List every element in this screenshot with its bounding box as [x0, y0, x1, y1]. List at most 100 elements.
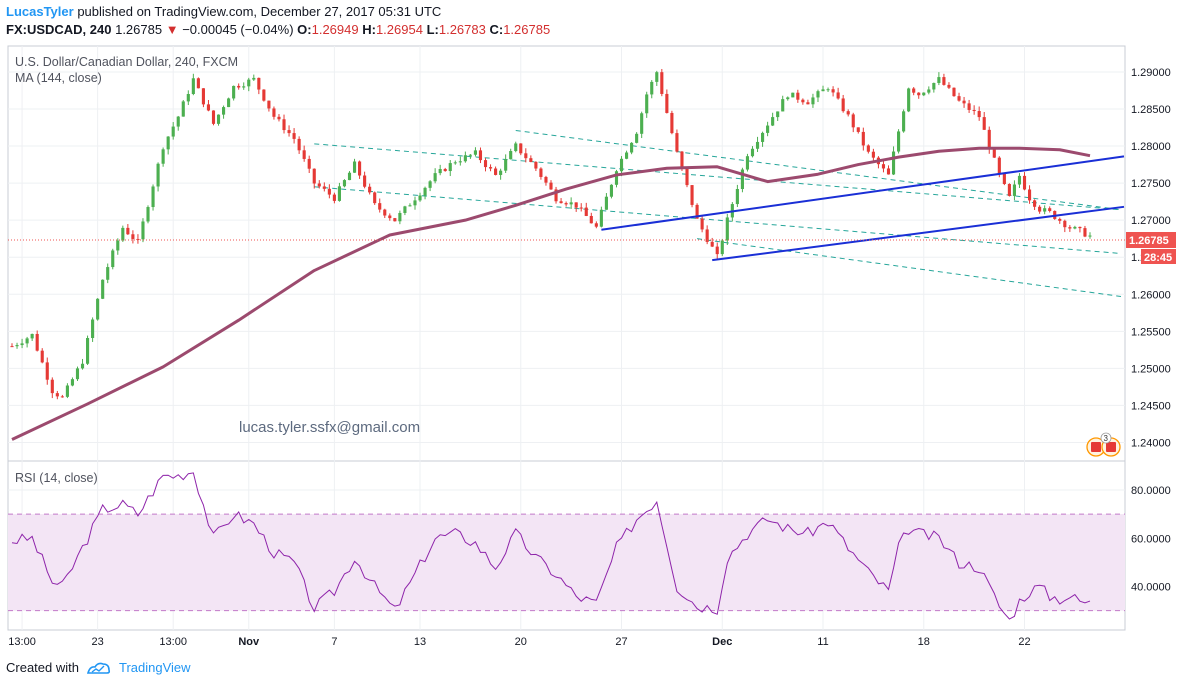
candle-body	[378, 203, 382, 210]
candle-body	[211, 110, 216, 124]
time-tick-label: 27	[615, 636, 627, 648]
candle-body	[942, 77, 946, 85]
rsi-layer	[11, 472, 1091, 620]
rsi-tick-label: 40.0000	[1131, 582, 1171, 594]
candle-body	[640, 113, 644, 134]
candle-body	[544, 176, 548, 183]
svg-text:3: 3	[1104, 434, 1109, 443]
candle-body	[529, 158, 533, 162]
price-tag-text: 1.26785	[1129, 235, 1169, 247]
candle-body	[761, 132, 765, 142]
candle-body	[302, 150, 306, 159]
candle-body	[922, 92, 926, 96]
symbol-line: FX:USDCAD, 240	[6, 22, 112, 37]
candle-body	[781, 99, 785, 112]
candle-body	[91, 319, 95, 339]
candle-body	[20, 343, 24, 346]
candle-body	[871, 151, 875, 158]
author-link[interactable]: LucasTyler	[6, 4, 74, 19]
candle-body	[745, 156, 750, 170]
high-label: H:	[362, 22, 376, 37]
candle-body	[619, 158, 624, 172]
candle-body	[574, 202, 578, 208]
time-tick-label: Dec	[712, 636, 732, 648]
footer: Created with TradingView	[6, 660, 191, 675]
instrument-legend: U.S. Dollar/Canadian Dollar, 240, FXCM	[15, 55, 238, 69]
publish-header: LucasTyler published on TradingView.com,…	[6, 4, 441, 19]
low-label: L:	[426, 22, 439, 37]
candle-body	[977, 111, 981, 118]
candle-body	[116, 240, 120, 251]
candle-body	[952, 87, 956, 97]
candle-body	[1083, 228, 1087, 237]
candle-body	[886, 168, 891, 175]
candle-body	[282, 119, 286, 131]
candle-body	[141, 221, 145, 240]
candle-body	[559, 201, 563, 204]
candle-body	[191, 78, 195, 95]
candle-body	[579, 207, 583, 209]
close-label: C:	[489, 22, 504, 37]
candle-body	[151, 186, 155, 208]
candle-body	[776, 111, 780, 118]
candle-body	[478, 150, 483, 161]
time-tick-label: 23	[92, 636, 104, 648]
candle-body	[710, 241, 714, 247]
candle-body	[771, 117, 775, 126]
candle-body	[483, 160, 488, 168]
candle-body	[927, 89, 931, 93]
candle-body	[614, 171, 619, 185]
candle-body	[277, 116, 281, 120]
candle-body	[509, 151, 513, 160]
channel-lines	[601, 155, 1125, 262]
candle-body	[1002, 173, 1006, 185]
candle-body	[826, 89, 830, 91]
symbol-header: FX:USDCAD, 240 1.26785 ▼ −0.00045 (−0.04…	[6, 22, 550, 37]
price-tick-label: 1.27000	[1131, 215, 1171, 227]
candle-body	[267, 100, 271, 109]
candle-body	[181, 101, 185, 117]
candle-body	[866, 145, 870, 152]
candle-body	[206, 104, 211, 111]
candle-body	[685, 168, 689, 186]
price-tick-label: 1.28500	[1131, 104, 1171, 116]
candle-body	[342, 180, 347, 187]
candle-body	[514, 143, 518, 152]
time-tick-label: Nov	[238, 636, 260, 648]
candle-body	[473, 150, 478, 155]
candle-body	[373, 192, 377, 204]
open-label: O:	[297, 22, 312, 37]
dashed-trendline	[515, 129, 1122, 211]
candle-body	[237, 85, 241, 88]
candle-body	[121, 227, 125, 241]
ma-legend: MA (144, close)	[15, 71, 102, 85]
candle-body	[337, 186, 341, 201]
candle-body	[216, 114, 221, 124]
candle-body	[987, 129, 991, 149]
candle-body	[136, 238, 140, 240]
candle-body	[1027, 189, 1032, 201]
candle-body	[171, 126, 175, 137]
events-flag-icon[interactable]: 3	[1086, 432, 1121, 457]
high-value: 1.26954	[375, 22, 423, 37]
candle-body	[383, 209, 387, 216]
time-tick-label: 7	[331, 636, 337, 648]
candle-body	[932, 82, 936, 90]
down-arrow-icon: ▼	[165, 22, 179, 37]
candle-body	[10, 346, 14, 348]
candle-body	[393, 218, 397, 222]
price-tick-label: 1.28000	[1131, 141, 1171, 153]
candle-body	[438, 169, 442, 174]
rsi-line	[11, 472, 1091, 620]
candle-body	[85, 338, 90, 364]
candle-body	[972, 109, 976, 112]
candle-body	[907, 88, 911, 112]
tradingview-link[interactable]: TradingView	[118, 660, 191, 675]
rsi-tick-label: 80.0000	[1131, 485, 1171, 497]
rsi-band-fill	[8, 514, 1125, 611]
candle-body	[650, 81, 654, 95]
candle-body	[488, 167, 493, 169]
candle-body	[700, 218, 704, 230]
candle-body	[821, 89, 825, 92]
